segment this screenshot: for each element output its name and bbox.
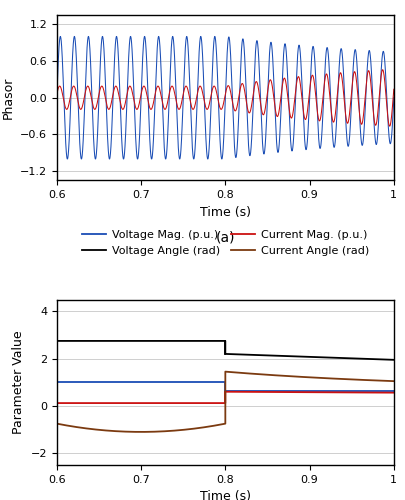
Line: Voltage (p.u.): Voltage (p.u.) — [57, 36, 393, 159]
Current Mag. (p.u.) — [383, 390, 388, 396]
Current Mag. (p.u.) — [54, 400, 59, 406]
Voltage Mag. (p.u.) — [54, 380, 59, 386]
Current (p.u.) — [132, 103, 137, 109]
Voltage Mag. (p.u.) — [222, 388, 227, 394]
Voltage (p.u.) — [132, 122, 137, 128]
Line: Current Angle (rad): Current Angle (rad) — [57, 372, 393, 432]
Line: Voltage Mag. (p.u.): Voltage Mag. (p.u.) — [57, 382, 393, 392]
Line: Current (p.u.): Current (p.u.) — [57, 70, 393, 126]
X-axis label: Time (s): Time (s) — [199, 206, 250, 218]
Current Angle (rad) — [390, 378, 395, 384]
X-axis label: Time (s): Time (s) — [199, 490, 250, 500]
Current Angle (rad) — [323, 375, 328, 381]
Current Angle (rad) — [317, 375, 322, 381]
Current (p.u.) — [54, 92, 59, 98]
Current (p.u.) — [134, 106, 139, 112]
Current Mag. (p.u.) — [339, 390, 344, 396]
Line: Current Mag. (p.u.): Current Mag. (p.u.) — [57, 392, 393, 403]
Current Angle (rad) — [138, 429, 143, 435]
Current (p.u.) — [388, 116, 393, 122]
Line: Voltage Angle (rad): Voltage Angle (rad) — [57, 341, 393, 360]
Voltage (p.u.) — [205, 156, 210, 162]
Voltage (p.u.) — [136, 148, 141, 154]
Y-axis label: Parameter Value: Parameter Value — [12, 330, 25, 434]
Text: (a): (a) — [215, 230, 234, 244]
Voltage (p.u.) — [54, 94, 59, 100]
Voltage (p.u.) — [134, 153, 139, 159]
Voltage (p.u.) — [142, 34, 147, 40]
Current Angle (rad) — [54, 420, 59, 426]
Voltage (p.u.) — [135, 156, 140, 162]
Current Angle (rad) — [286, 373, 290, 379]
Current (p.u.) — [386, 123, 391, 129]
Current (p.u.) — [136, 103, 141, 109]
Voltage Angle (rad) — [222, 338, 227, 344]
Voltage Angle (rad) — [222, 351, 227, 357]
Voltage (p.u.) — [181, 74, 186, 80]
Current Mag. (p.u.) — [390, 390, 395, 396]
Current Mag. (p.u.) — [276, 389, 281, 395]
Current (p.u.) — [390, 86, 395, 92]
Current (p.u.) — [205, 106, 210, 112]
Current Mag. (p.u.) — [377, 390, 382, 396]
Current Mag. (p.u.) — [359, 390, 364, 396]
Y-axis label: Phasor: Phasor — [2, 76, 15, 119]
Legend: Voltage Mag. (p.u.), Voltage Angle (rad), Current Mag. (p.u.), Current Angle (ra: Voltage Mag. (p.u.), Voltage Angle (rad)… — [77, 226, 373, 260]
Current (p.u.) — [379, 66, 384, 72]
Current Angle (rad) — [191, 426, 196, 432]
Current Angle (rad) — [89, 426, 94, 432]
Voltage Mag. (p.u.) — [390, 388, 395, 394]
Voltage (p.u.) — [388, 137, 393, 143]
Voltage (p.u.) — [390, 94, 395, 100]
Voltage Angle (rad) — [390, 357, 395, 363]
Current Angle (rad) — [222, 368, 227, 374]
Voltage Angle (rad) — [54, 338, 59, 344]
Current Angle (rad) — [203, 424, 208, 430]
Current Mag. (p.u.) — [382, 390, 386, 396]
Current Mag. (p.u.) — [222, 388, 227, 394]
Current (p.u.) — [181, 88, 186, 94]
Voltage Mag. (p.u.) — [222, 380, 227, 386]
